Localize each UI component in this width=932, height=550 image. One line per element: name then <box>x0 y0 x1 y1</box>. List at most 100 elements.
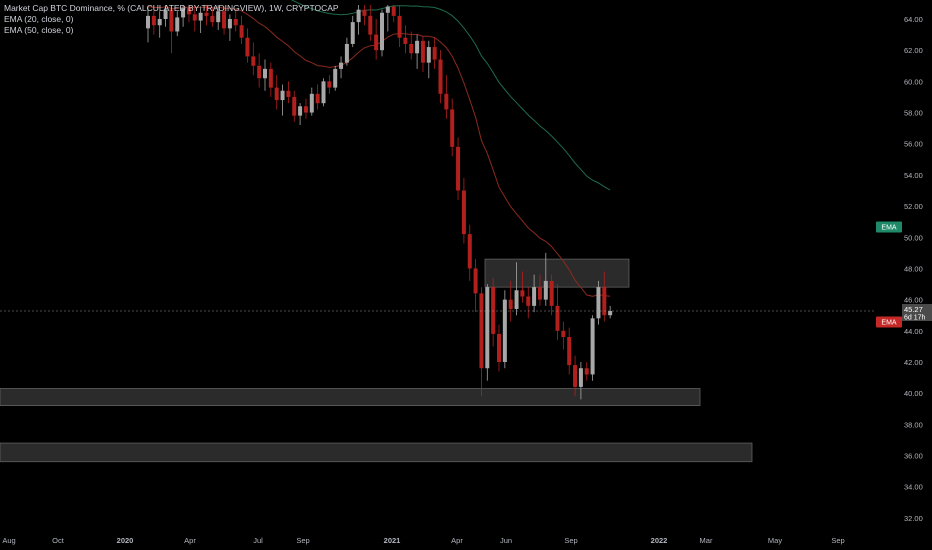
ema50-tag-bg <box>876 221 902 233</box>
y-tick-label: 54.00 <box>904 171 923 180</box>
candle-body <box>549 280 554 306</box>
legend-ema50[interactable]: EMA (50, close, 0) <box>4 25 74 35</box>
y-tick-label: 38.00 <box>904 420 923 429</box>
candle-body <box>339 62 344 69</box>
x-tick-label: 2022 <box>651 536 668 545</box>
x-tick-label: Apr <box>451 536 463 545</box>
x-axis[interactable]: Aug Oct 2020 Apr Jul Sep 2021 Apr Jun Sep 2022 Mar M… <box>2 536 844 545</box>
y-tick-label: 62.00 <box>904 46 923 55</box>
candle-body <box>461 190 466 235</box>
candle-body <box>514 290 519 309</box>
candle-body <box>192 14 197 21</box>
ema50-tag-text: EMA <box>881 225 897 232</box>
candle-body <box>450 109 455 147</box>
candle-body <box>175 17 180 32</box>
chart-legend: Market Cap BTC Dominance, % (CALCULATED … <box>4 3 339 36</box>
y-axis[interactable]: 32.00 34.00 36.00 38.00 40.00 42.00 44.00 46.00… <box>904 15 923 523</box>
candle-body <box>239 25 244 38</box>
ema50-line <box>290 0 611 191</box>
y-tick-label: 42.00 <box>904 358 923 367</box>
candle-body <box>502 299 507 362</box>
candle-body <box>151 15 156 26</box>
candle-body <box>590 318 595 375</box>
x-tick-label: Aug <box>2 536 15 545</box>
legend-title[interactable]: Market Cap BTC Dominance, % (CALCULATED … <box>4 3 339 13</box>
candle-body <box>403 37 408 44</box>
candle-body <box>251 56 256 66</box>
ema20-tag-bg <box>876 316 902 328</box>
candle-body <box>584 368 589 375</box>
candle-body <box>573 365 578 387</box>
candle-body <box>479 293 484 369</box>
candle-body <box>245 37 250 57</box>
candle-body <box>321 81 326 104</box>
x-tick-label: Sep <box>564 536 577 545</box>
candle-body <box>146 15 150 29</box>
candle-body <box>438 59 443 94</box>
candle-body <box>222 11 227 29</box>
candle-body <box>415 40 420 54</box>
x-tick-label: Sep <box>831 536 844 545</box>
candle-body <box>333 68 338 88</box>
candle-body <box>210 15 215 23</box>
x-tick-label: Mar <box>700 536 713 545</box>
x-tick-label: Oct <box>52 536 65 545</box>
candle-body <box>268 68 273 88</box>
support-resistance-zone[interactable] <box>0 442 753 463</box>
candle-body <box>532 287 537 306</box>
candle-body <box>327 81 332 88</box>
candle-body <box>567 337 572 366</box>
ema20-tag-text: EMA <box>881 320 897 327</box>
candle-body <box>309 93 314 113</box>
support-resistance-zone[interactable] <box>484 258 630 288</box>
price-tag-countdown: 6d 17h <box>904 315 926 322</box>
candle-body <box>473 268 478 294</box>
candle-body <box>467 234 472 269</box>
y-tick-label: 60.00 <box>904 77 923 86</box>
candle-body <box>485 287 490 369</box>
candle-body <box>198 12 203 21</box>
candle-body <box>350 22 355 44</box>
candle-body <box>391 6 396 16</box>
candle-body <box>257 65 262 79</box>
candle-body <box>537 287 542 300</box>
y-tick-label: 40.00 <box>904 389 923 398</box>
x-tick-label: 2020 <box>117 536 134 545</box>
candle-body <box>444 93 449 110</box>
candle-body <box>368 15 373 35</box>
y-tick-label: 32.00 <box>904 514 923 523</box>
candle-body <box>292 96 297 116</box>
x-tick-label: May <box>768 536 782 545</box>
candle-body <box>204 12 209 16</box>
candle-body <box>233 19 238 26</box>
candle-body <box>227 19 232 29</box>
candle-body <box>286 90 291 97</box>
y-tick-label: 46.00 <box>904 296 923 305</box>
candle-body <box>409 43 414 54</box>
y-tick-label: 34.00 <box>904 483 923 492</box>
price-tag-value: 45.27 <box>904 305 923 314</box>
support-resistance-zone[interactable] <box>0 388 701 406</box>
ema20-line <box>147 6 611 297</box>
candle-body <box>303 106 308 113</box>
y-tick-label: 44.00 <box>904 327 923 336</box>
candle-body <box>432 47 437 60</box>
candle-body <box>380 12 384 51</box>
candle-body <box>362 9 367 16</box>
y-tick-label: 52.00 <box>904 202 923 211</box>
candle-body <box>169 9 174 32</box>
candle-body <box>420 40 425 63</box>
candle-body <box>561 330 566 338</box>
candle-body <box>456 146 461 191</box>
x-tick-label: Sep <box>296 536 309 545</box>
candle-body <box>344 43 349 63</box>
candle-body <box>426 47 431 63</box>
candles-layer <box>146 4 613 400</box>
legend-ema20[interactable]: EMA (20, close, 0) <box>4 14 74 24</box>
candle-body <box>491 287 496 334</box>
x-tick-label: Apr <box>184 536 196 545</box>
candle-body <box>263 68 267 79</box>
candle-body <box>280 90 285 101</box>
